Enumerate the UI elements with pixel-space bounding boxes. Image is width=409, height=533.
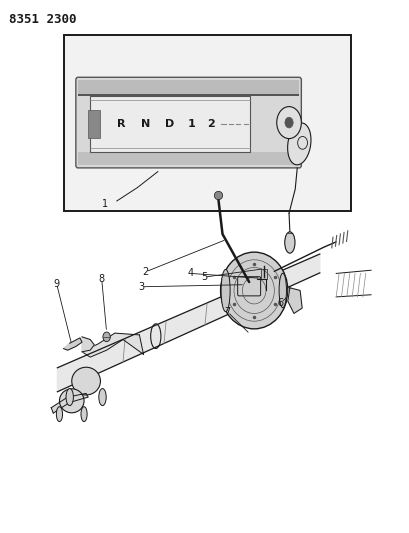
Text: 2: 2: [207, 119, 214, 129]
Bar: [78, 161, 299, 163]
Text: 1: 1: [101, 199, 107, 208]
Polygon shape: [82, 337, 94, 352]
Ellipse shape: [287, 123, 310, 165]
Polygon shape: [63, 338, 82, 350]
Text: N: N: [141, 119, 150, 129]
FancyBboxPatch shape: [237, 277, 260, 296]
Polygon shape: [287, 288, 301, 313]
Text: 3: 3: [138, 282, 144, 292]
Text: 1: 1: [188, 119, 195, 129]
Circle shape: [103, 332, 110, 342]
Circle shape: [284, 117, 292, 128]
Text: R: R: [117, 119, 125, 129]
Text: 6: 6: [277, 298, 283, 308]
Text: 8351 2300: 8351 2300: [9, 13, 76, 26]
Ellipse shape: [284, 232, 294, 253]
Ellipse shape: [279, 273, 286, 308]
Ellipse shape: [66, 389, 73, 406]
Ellipse shape: [81, 407, 87, 422]
Bar: [260, 269, 266, 279]
Circle shape: [276, 107, 301, 139]
Ellipse shape: [220, 252, 287, 329]
Bar: [78, 152, 299, 165]
Text: 4: 4: [187, 269, 193, 278]
Polygon shape: [82, 333, 143, 357]
Text: 5: 5: [200, 272, 207, 282]
Ellipse shape: [56, 407, 62, 422]
Ellipse shape: [59, 389, 84, 413]
Polygon shape: [51, 393, 88, 413]
Bar: [63, 35, 350, 211]
Text: 8: 8: [99, 274, 104, 284]
FancyBboxPatch shape: [76, 77, 301, 168]
Text: 2: 2: [142, 267, 148, 277]
Bar: [88, 110, 100, 138]
Ellipse shape: [99, 389, 106, 406]
Text: 7: 7: [224, 307, 230, 317]
Bar: [78, 80, 299, 95]
Ellipse shape: [220, 269, 229, 312]
Polygon shape: [57, 254, 319, 392]
Bar: [78, 94, 299, 96]
Ellipse shape: [72, 367, 100, 395]
Text: D: D: [164, 119, 173, 129]
Bar: [90, 96, 249, 152]
Text: 9: 9: [54, 279, 59, 288]
